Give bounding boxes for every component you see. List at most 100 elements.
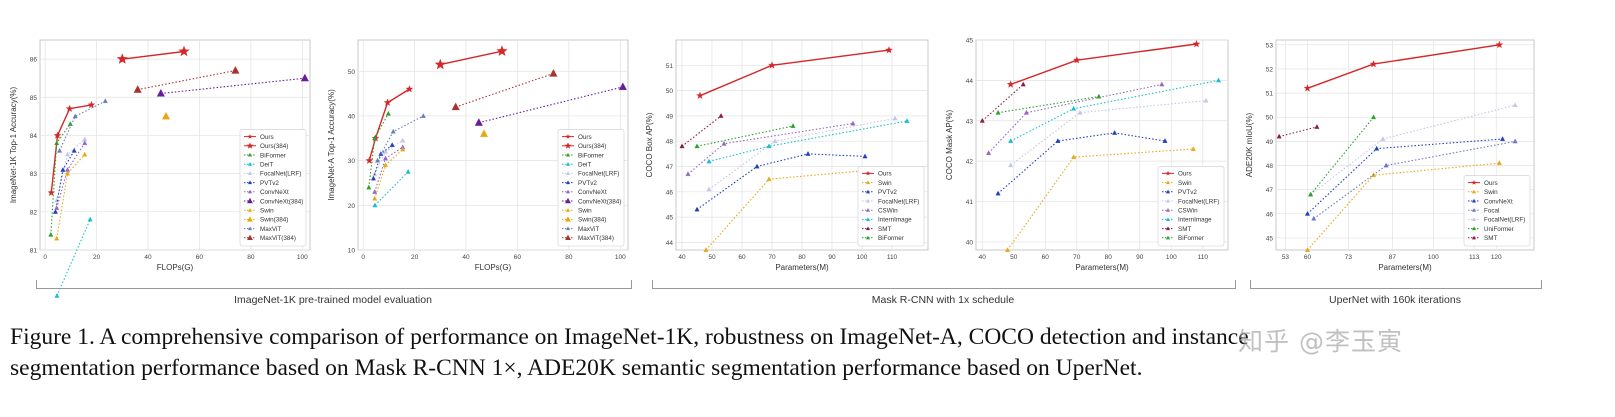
y-tick-label: 50 (666, 88, 674, 95)
series-line (1278, 126, 1318, 138)
legend-swatch-marker (866, 235, 870, 240)
legend-swatch-marker (566, 208, 570, 212)
y-tick-label: 45 (1266, 235, 1274, 242)
y-tick-label: 51 (1266, 91, 1274, 98)
legend-swatch-marker (1472, 217, 1476, 221)
series-line (58, 100, 106, 151)
x-tick-label: 70 (768, 254, 776, 261)
group-label-upernet: UperNet with 160k iterations (1329, 294, 1461, 306)
data-point (390, 128, 396, 134)
legend-entry: Ours (260, 134, 274, 141)
data-point (231, 66, 240, 74)
legend-swatch-marker (565, 134, 571, 139)
y-tick-label: 53 (1266, 42, 1274, 49)
x-tick-label: 60 (738, 254, 746, 261)
legend-entry: PVTv2 (578, 180, 597, 187)
chart-svg: 40 41 42 43 44 45 40 50 60 70 80 90 100 110 Parameters… (945, 38, 1229, 272)
legend-swatch-marker (1472, 198, 1476, 203)
legend-swatch-marker (866, 217, 870, 221)
data-point (1077, 109, 1083, 115)
data-point (1374, 145, 1380, 151)
x-tick-label: 80 (247, 254, 255, 261)
data-point (57, 147, 63, 153)
data-point (383, 155, 389, 161)
data-point (405, 168, 411, 174)
data-point (1383, 162, 1389, 168)
series-line (122, 50, 185, 60)
data-point (766, 176, 772, 182)
data-point (451, 102, 460, 111)
x-axis-label: Parameters(M) (1378, 263, 1432, 272)
series-line (687, 122, 854, 175)
series-line (997, 95, 1099, 114)
legend-entry: Ours (878, 171, 892, 178)
chart-svg: 10 20 30 40 50 0 20 40 60 80 100 FLOPs(G) ImageNet-A… (327, 39, 629, 272)
data-point (1071, 154, 1077, 160)
legend-entry: InternImage (1178, 217, 1212, 224)
legend-swatch-marker (1472, 226, 1476, 231)
legend-swatch-marker (1166, 235, 1170, 240)
series-line (1310, 116, 1374, 195)
data-point (400, 146, 406, 152)
y-tick-label: 52 (1266, 66, 1274, 73)
x-tick-label: 100 (1428, 254, 1439, 261)
data-point (385, 110, 391, 116)
data-point (1496, 160, 1502, 166)
x-tick-label: 100 (297, 254, 308, 261)
x-tick-label: 90 (1136, 254, 1144, 261)
x-tick-label: 120 (1491, 254, 1502, 261)
legend-swatch-marker (246, 142, 254, 149)
data-point (1005, 247, 1010, 252)
y-tick-label: 49 (1266, 139, 1274, 146)
data-point (1512, 102, 1518, 108)
legend-swatch-marker (1166, 226, 1170, 231)
legend-swatch-marker (1472, 189, 1476, 194)
caption-line-1: Figure 1. A comprehensive comparison of … (10, 324, 1249, 350)
legend-swatch-marker (248, 189, 252, 194)
series-line (56, 154, 86, 239)
data-point (54, 235, 60, 241)
data-point (986, 150, 992, 155)
data-point (1512, 138, 1518, 144)
legend-swatch-marker (566, 171, 570, 175)
data-point (434, 58, 446, 70)
legend-swatch-marker (866, 226, 870, 231)
x-tick-label: 60 (1042, 254, 1050, 261)
y-tick-label: 40 (348, 113, 356, 120)
legend-entry: ConvNeXt (1484, 198, 1513, 205)
x-tick-label: 20 (93, 254, 101, 261)
series-line (1010, 100, 1206, 166)
legend (1157, 166, 1225, 247)
chart-coco-box-ap: 44 45 46 47 48 49 50 51 40 50 60 70 80 90 100 110 Parame… (636, 34, 936, 280)
legend-entry: Swin (1178, 180, 1192, 187)
x-tick-label: 90 (828, 254, 836, 261)
data-point (65, 104, 74, 112)
legend-entry: MaxViT(384) (260, 235, 296, 242)
legend-swatch-marker (564, 142, 572, 149)
data-point (706, 158, 712, 164)
series-line (374, 171, 409, 206)
data-point (1500, 136, 1506, 141)
x-tick-label: 80 (565, 254, 573, 261)
x-tick-label: 80 (798, 254, 806, 261)
legend-entry: MaxViT(384) (578, 235, 614, 242)
legend-swatch-marker (566, 152, 570, 157)
series-line (681, 115, 722, 147)
legend-entry: Ours(384) (260, 143, 288, 150)
data-point (1071, 105, 1077, 111)
y-tick-label: 51 (666, 63, 674, 70)
x-tick-label: 40 (144, 254, 152, 261)
series-line (478, 86, 624, 124)
series-line (50, 104, 92, 193)
data-point (1096, 93, 1102, 99)
legend-entry: FocalNet(LRF) (1178, 198, 1219, 205)
data-point (82, 151, 88, 157)
legend-entry: PVTv2 (1178, 189, 1197, 196)
data-point (679, 143, 685, 149)
x-tick-label: 100 (857, 254, 868, 261)
data-point (1369, 60, 1378, 68)
data-point (1023, 109, 1029, 115)
legend-entry: BiFormer (1178, 235, 1204, 242)
data-point (1314, 124, 1320, 129)
legend-entry: Swin(384) (578, 217, 606, 224)
